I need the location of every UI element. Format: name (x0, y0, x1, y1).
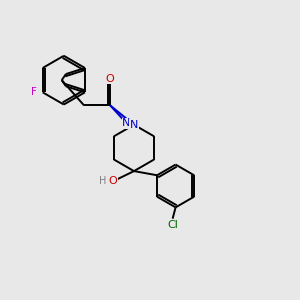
Text: N: N (122, 118, 131, 128)
Text: O: O (109, 176, 118, 186)
Text: N: N (130, 120, 138, 130)
Text: H: H (99, 176, 106, 186)
Text: F: F (32, 87, 37, 97)
Text: Cl: Cl (167, 220, 178, 230)
Text: O: O (106, 74, 115, 84)
